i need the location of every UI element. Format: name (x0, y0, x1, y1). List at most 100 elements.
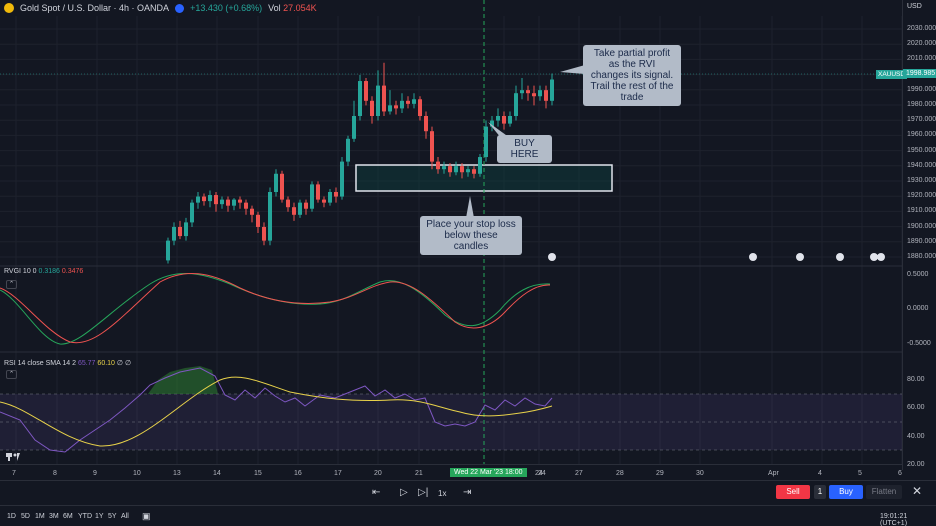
candle-body (358, 81, 362, 116)
rvi-param: 0 (32, 268, 37, 275)
rsi-axis-label: 60.00 (907, 404, 925, 411)
candle-body (172, 226, 176, 241)
timeframe-6m[interactable]: 6M (63, 513, 73, 520)
price-axis-label: 1930.000 (907, 177, 936, 184)
quantity-field[interactable]: 1 (814, 485, 826, 499)
candle-body (268, 192, 272, 241)
flatten-button[interactable]: Flatten (866, 485, 902, 499)
rvi-collapse-chevron-icon[interactable]: ⌃ (6, 280, 17, 289)
candle-body (364, 81, 368, 101)
candle-body (286, 199, 290, 208)
timeframe-1y[interactable]: 1Y (95, 513, 104, 520)
candle-body (514, 93, 518, 116)
candle-body (334, 192, 338, 197)
rvi-main-line (0, 273, 551, 345)
volume-label: Vol 27.054K (268, 3, 317, 13)
time-axis-label: 15 (254, 470, 262, 477)
candle-body (382, 85, 386, 112)
market-status-icon[interactable] (175, 3, 185, 13)
timeframe-3m[interactable]: 3M (49, 513, 59, 520)
candle-body (298, 202, 302, 215)
close-icon[interactable]: ✕ (912, 484, 923, 498)
time-axis-label: Apr (768, 470, 779, 477)
candle-body (478, 157, 482, 174)
candle-body (436, 161, 440, 170)
price-axis-label: 1960.000 (907, 131, 936, 139)
rsi-axis-label: 20.00 (907, 461, 925, 468)
rsi-lines (0, 367, 553, 453)
rvi-axis-label: 0.5000 (907, 271, 929, 278)
sell-button[interactable]: Sell (776, 485, 810, 499)
candle-body (502, 116, 506, 124)
price-axis-label: 1990.000 (907, 85, 936, 93)
jump-to-realtime-icon[interactable]: ⇥ (463, 487, 472, 498)
candle-body (484, 126, 488, 158)
time-axis[interactable]: Wed 22 Mar '23 18:00 7 8 9 10 13 14 15 16 17 20 21… (0, 464, 902, 480)
event-flags (548, 253, 885, 261)
candle-body (220, 199, 224, 205)
rsi-value-1: 65.77 (77, 360, 96, 367)
buy-button[interactable]: Buy (829, 485, 863, 499)
candle-body (454, 166, 458, 173)
price-axis-label: 1900.000 (907, 222, 936, 230)
symbol-price-tag: XAUUSD (876, 70, 908, 79)
rsi-axis-label: 80.00 (907, 376, 925, 383)
rsi-extra-2: ∅ (124, 360, 132, 367)
candle-body (430, 131, 434, 162)
candle-body (448, 166, 452, 173)
timeframe-all[interactable]: All (121, 513, 129, 520)
rsi-collapse-chevron-icon[interactable]: ⌃ (6, 370, 17, 379)
candle-body (370, 100, 374, 116)
gold-symbol-icon (4, 3, 14, 13)
candlesticks (166, 62, 554, 264)
candle-body (232, 199, 236, 206)
candle-body (226, 199, 230, 206)
candle-body (466, 169, 470, 173)
candle-body (280, 173, 284, 200)
candle-body (532, 93, 536, 97)
clock[interactable]: 19:01:21 (UTC+1) (880, 513, 908, 526)
candle-body (250, 208, 254, 215)
rsi-ma-line (0, 376, 553, 447)
timeframe-1d[interactable]: 1D (7, 513, 16, 520)
rsi-legend[interactable]: RSI 14 close SMA 14 2 65.77 60.10 ∅ ∅ (4, 359, 131, 367)
timeframe-1m[interactable]: 1M (35, 513, 45, 520)
play-icon[interactable]: ▷ (400, 487, 408, 498)
time-axis-label: 7 (12, 470, 16, 477)
candle-body (316, 184, 320, 200)
time-axis-label: 27 (575, 470, 583, 477)
time-axis-label: 14 (213, 470, 221, 477)
time-axis-label: 6 (898, 470, 902, 477)
timeframe-5d[interactable]: 5D (21, 513, 30, 520)
candle-body (196, 196, 200, 203)
calendar-icon[interactable]: ▣ (142, 511, 151, 521)
symbol-title[interactable]: Gold Spot / U.S. Dollar · 4h · OANDA (20, 3, 170, 13)
candle-body (520, 90, 524, 94)
event-flag-icon (877, 253, 885, 261)
timeframe-5y[interactable]: 5Y (108, 513, 117, 520)
replay-speed[interactable]: 1x (438, 489, 447, 498)
currency-label[interactable]: USD (907, 3, 922, 10)
rvi-legend[interactable]: RVGI 10 0 0.3186 0.3476 (4, 268, 83, 275)
price-axis[interactable]: USD 2030.0002020.0002010.0002000.0001990… (902, 0, 936, 470)
rsi-name: RSI 14 close SMA 14 2 (4, 360, 76, 367)
time-axis-label: 30 (696, 470, 704, 477)
candle-body (472, 169, 476, 174)
candle-body (256, 214, 260, 227)
candle-body (190, 202, 194, 223)
candle-body (544, 90, 548, 101)
candle-body (406, 100, 410, 104)
jump-to-start-icon[interactable]: ⇤ (372, 487, 381, 498)
step-forward-icon[interactable]: ▷| (418, 487, 429, 498)
take-profit-pointer (560, 65, 585, 74)
time-axis-label: 13 (173, 470, 181, 477)
rsi-line (0, 367, 553, 453)
price-axis-label: 1970.000 (907, 116, 936, 124)
event-flag-icon (548, 253, 556, 261)
price-axis-label: 1890.000 (907, 237, 936, 245)
price-axis-label: 1940.000 (907, 161, 936, 169)
candle-body (166, 240, 170, 261)
chart-canvas[interactable] (0, 0, 902, 464)
time-axis-label: 21 (415, 470, 423, 477)
timeframe-ytd[interactable]: YTD (78, 513, 92, 520)
